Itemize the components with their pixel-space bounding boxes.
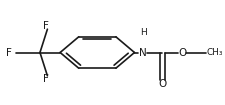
Text: CH₃: CH₃ [207,48,223,57]
Text: F: F [6,47,12,58]
Text: F: F [43,74,49,84]
Text: O: O [178,47,186,58]
Text: H: H [140,28,147,37]
Text: F: F [43,21,49,31]
Text: N: N [139,47,146,58]
Text: O: O [158,79,167,89]
